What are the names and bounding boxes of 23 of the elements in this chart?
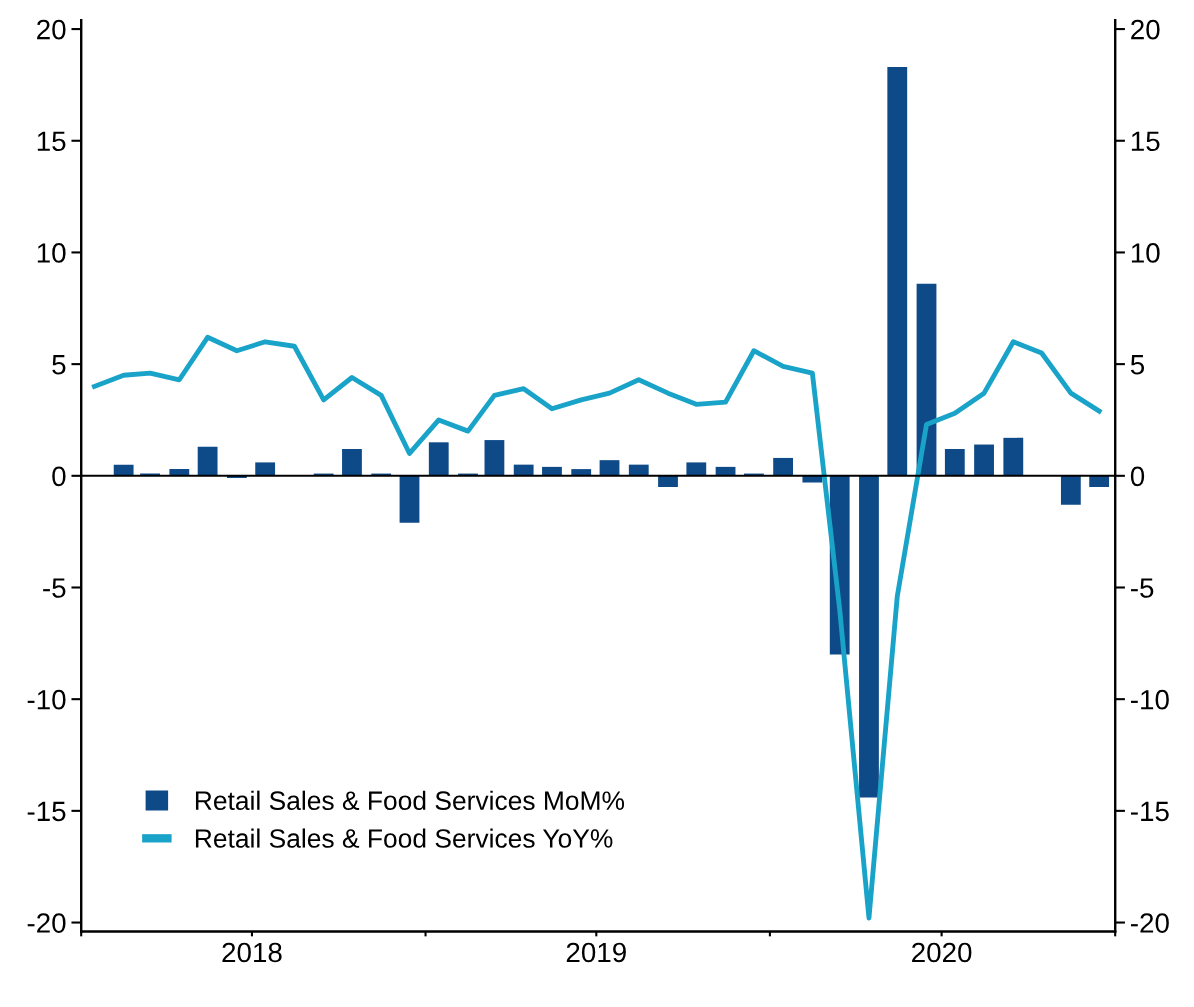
y2-tick-label: 20 [1131, 19, 1160, 40]
y2-tick-label: 10 [1131, 243, 1160, 263]
y2-tick-label: 0 [1130, 466, 1145, 487]
y-tick-label: 15 [37, 131, 66, 152]
y-tick-label: 0 [52, 466, 66, 487]
legend-label: Retail Sales & Food Services YoY% [195, 828, 613, 848]
y-tick-label: 10 [37, 243, 66, 263]
y-tick-label: -5 [43, 578, 66, 598]
y-tick-label: -20 [27, 913, 66, 933]
x-tick-label: 2019 [566, 942, 626, 963]
y2-tick-label: -10 [1131, 689, 1169, 710]
x-tick-label: 2020 [912, 942, 972, 963]
legend-label: Retail Sales & Food Services MoM% [195, 790, 625, 811]
x-tick-label: 2018 [222, 942, 282, 963]
y-tick-label: -15 [27, 801, 66, 822]
y-tick-label: 5 [52, 355, 66, 375]
y-tick-label: -10 [27, 689, 66, 710]
y2-tick-label: -20 [1131, 913, 1169, 933]
y2-tick-label: 5 [1130, 355, 1145, 375]
y2-tick-label: -5 [1131, 578, 1154, 598]
y2-tick-label: 15 [1131, 131, 1160, 152]
y2-tick-label: -15 [1131, 801, 1169, 822]
y-tick-label: 20 [37, 19, 66, 40]
